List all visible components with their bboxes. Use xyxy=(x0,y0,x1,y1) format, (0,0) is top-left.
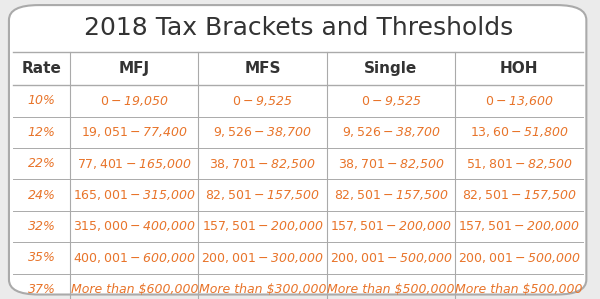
Text: $0-$19,050: $0-$19,050 xyxy=(100,94,169,108)
Text: More than $600,000: More than $600,000 xyxy=(71,283,198,296)
Text: MFJ: MFJ xyxy=(119,61,150,76)
Text: $38,701-$82,500: $38,701-$82,500 xyxy=(338,157,444,171)
Text: 10%: 10% xyxy=(28,94,56,107)
Text: $0-$9,525: $0-$9,525 xyxy=(232,94,293,108)
Text: $400,001-$600,000: $400,001-$600,000 xyxy=(73,251,196,265)
Text: Rate: Rate xyxy=(22,61,62,76)
Text: 37%: 37% xyxy=(28,283,56,296)
Text: 35%: 35% xyxy=(28,251,56,264)
Text: $200,001-$300,000: $200,001-$300,000 xyxy=(202,251,324,265)
Text: $77,401-$165,000: $77,401-$165,000 xyxy=(77,157,191,171)
Text: HOH: HOH xyxy=(500,61,538,76)
Text: $0-$13,600: $0-$13,600 xyxy=(485,94,553,108)
Text: $82,501-$157,500: $82,501-$157,500 xyxy=(334,188,448,202)
Text: $0-$9,525: $0-$9,525 xyxy=(361,94,421,108)
Text: $9,526-$38,700: $9,526-$38,700 xyxy=(341,125,440,139)
Text: $82,501-$157,500: $82,501-$157,500 xyxy=(462,188,577,202)
Text: $157,501-$200,000: $157,501-$200,000 xyxy=(458,219,580,234)
Text: $51,801-$82,500: $51,801-$82,500 xyxy=(466,157,572,171)
Text: 22%: 22% xyxy=(28,157,56,170)
Text: $200,001-$500,000: $200,001-$500,000 xyxy=(458,251,580,265)
FancyBboxPatch shape xyxy=(9,5,586,295)
Text: $13,60-$51,800: $13,60-$51,800 xyxy=(470,125,569,139)
Text: $200,001-$500,000: $200,001-$500,000 xyxy=(329,251,452,265)
Text: $157,501-$200,000: $157,501-$200,000 xyxy=(202,219,323,234)
Text: More than $500,000: More than $500,000 xyxy=(327,283,455,296)
Text: 32%: 32% xyxy=(28,220,56,233)
Text: More than $500,000: More than $500,000 xyxy=(455,283,583,296)
Text: More than $300,000: More than $300,000 xyxy=(199,283,326,296)
Text: $9,526-$38,700: $9,526-$38,700 xyxy=(213,125,312,139)
Text: $157,501-$200,000: $157,501-$200,000 xyxy=(330,219,452,234)
Text: $315,000-$400,000: $315,000-$400,000 xyxy=(73,219,196,234)
Text: $165,001-$315,000: $165,001-$315,000 xyxy=(73,188,196,202)
Text: 24%: 24% xyxy=(28,189,56,202)
Text: 12%: 12% xyxy=(28,126,56,139)
Text: $38,701-$82,500: $38,701-$82,500 xyxy=(209,157,316,171)
Text: MFS: MFS xyxy=(244,61,281,76)
Text: 2018 Tax Brackets and Thresholds: 2018 Tax Brackets and Thresholds xyxy=(83,16,513,40)
Text: $19,051-$77,400: $19,051-$77,400 xyxy=(81,125,188,139)
Text: Single: Single xyxy=(364,61,418,76)
Text: $82,501-$157,500: $82,501-$157,500 xyxy=(205,188,320,202)
